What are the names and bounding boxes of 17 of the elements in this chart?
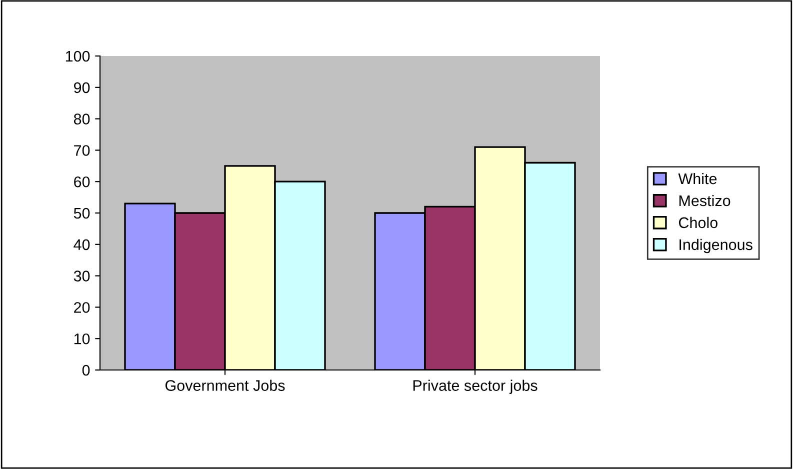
legend-label: Cholo — [678, 216, 718, 228]
y-tick-label: 90 — [74, 82, 90, 94]
y-tick-label: 80 — [74, 114, 90, 124]
y-tick-label: 50 — [74, 208, 90, 219]
y-tick-label: 30 — [74, 270, 90, 282]
y-tick-label: 100 — [66, 50, 90, 62]
legend-label: White — [678, 172, 717, 184]
legend-label: Indigenous — [680, 238, 752, 254]
x-tick-label: Private sector jobs — [413, 380, 538, 394]
y-tick-label: 0 — [82, 364, 90, 376]
y-tick-label: 70 — [74, 145, 90, 156]
x-tick-label: Government Jobs — [165, 380, 285, 391]
y-tick-label: 10 — [74, 333, 90, 344]
y-tick-label: 60 — [74, 176, 90, 188]
y-tick-label: 40 — [74, 239, 90, 250]
y-tick-label: 20 — [74, 302, 90, 313]
legend-label: Mestizo — [679, 194, 730, 206]
